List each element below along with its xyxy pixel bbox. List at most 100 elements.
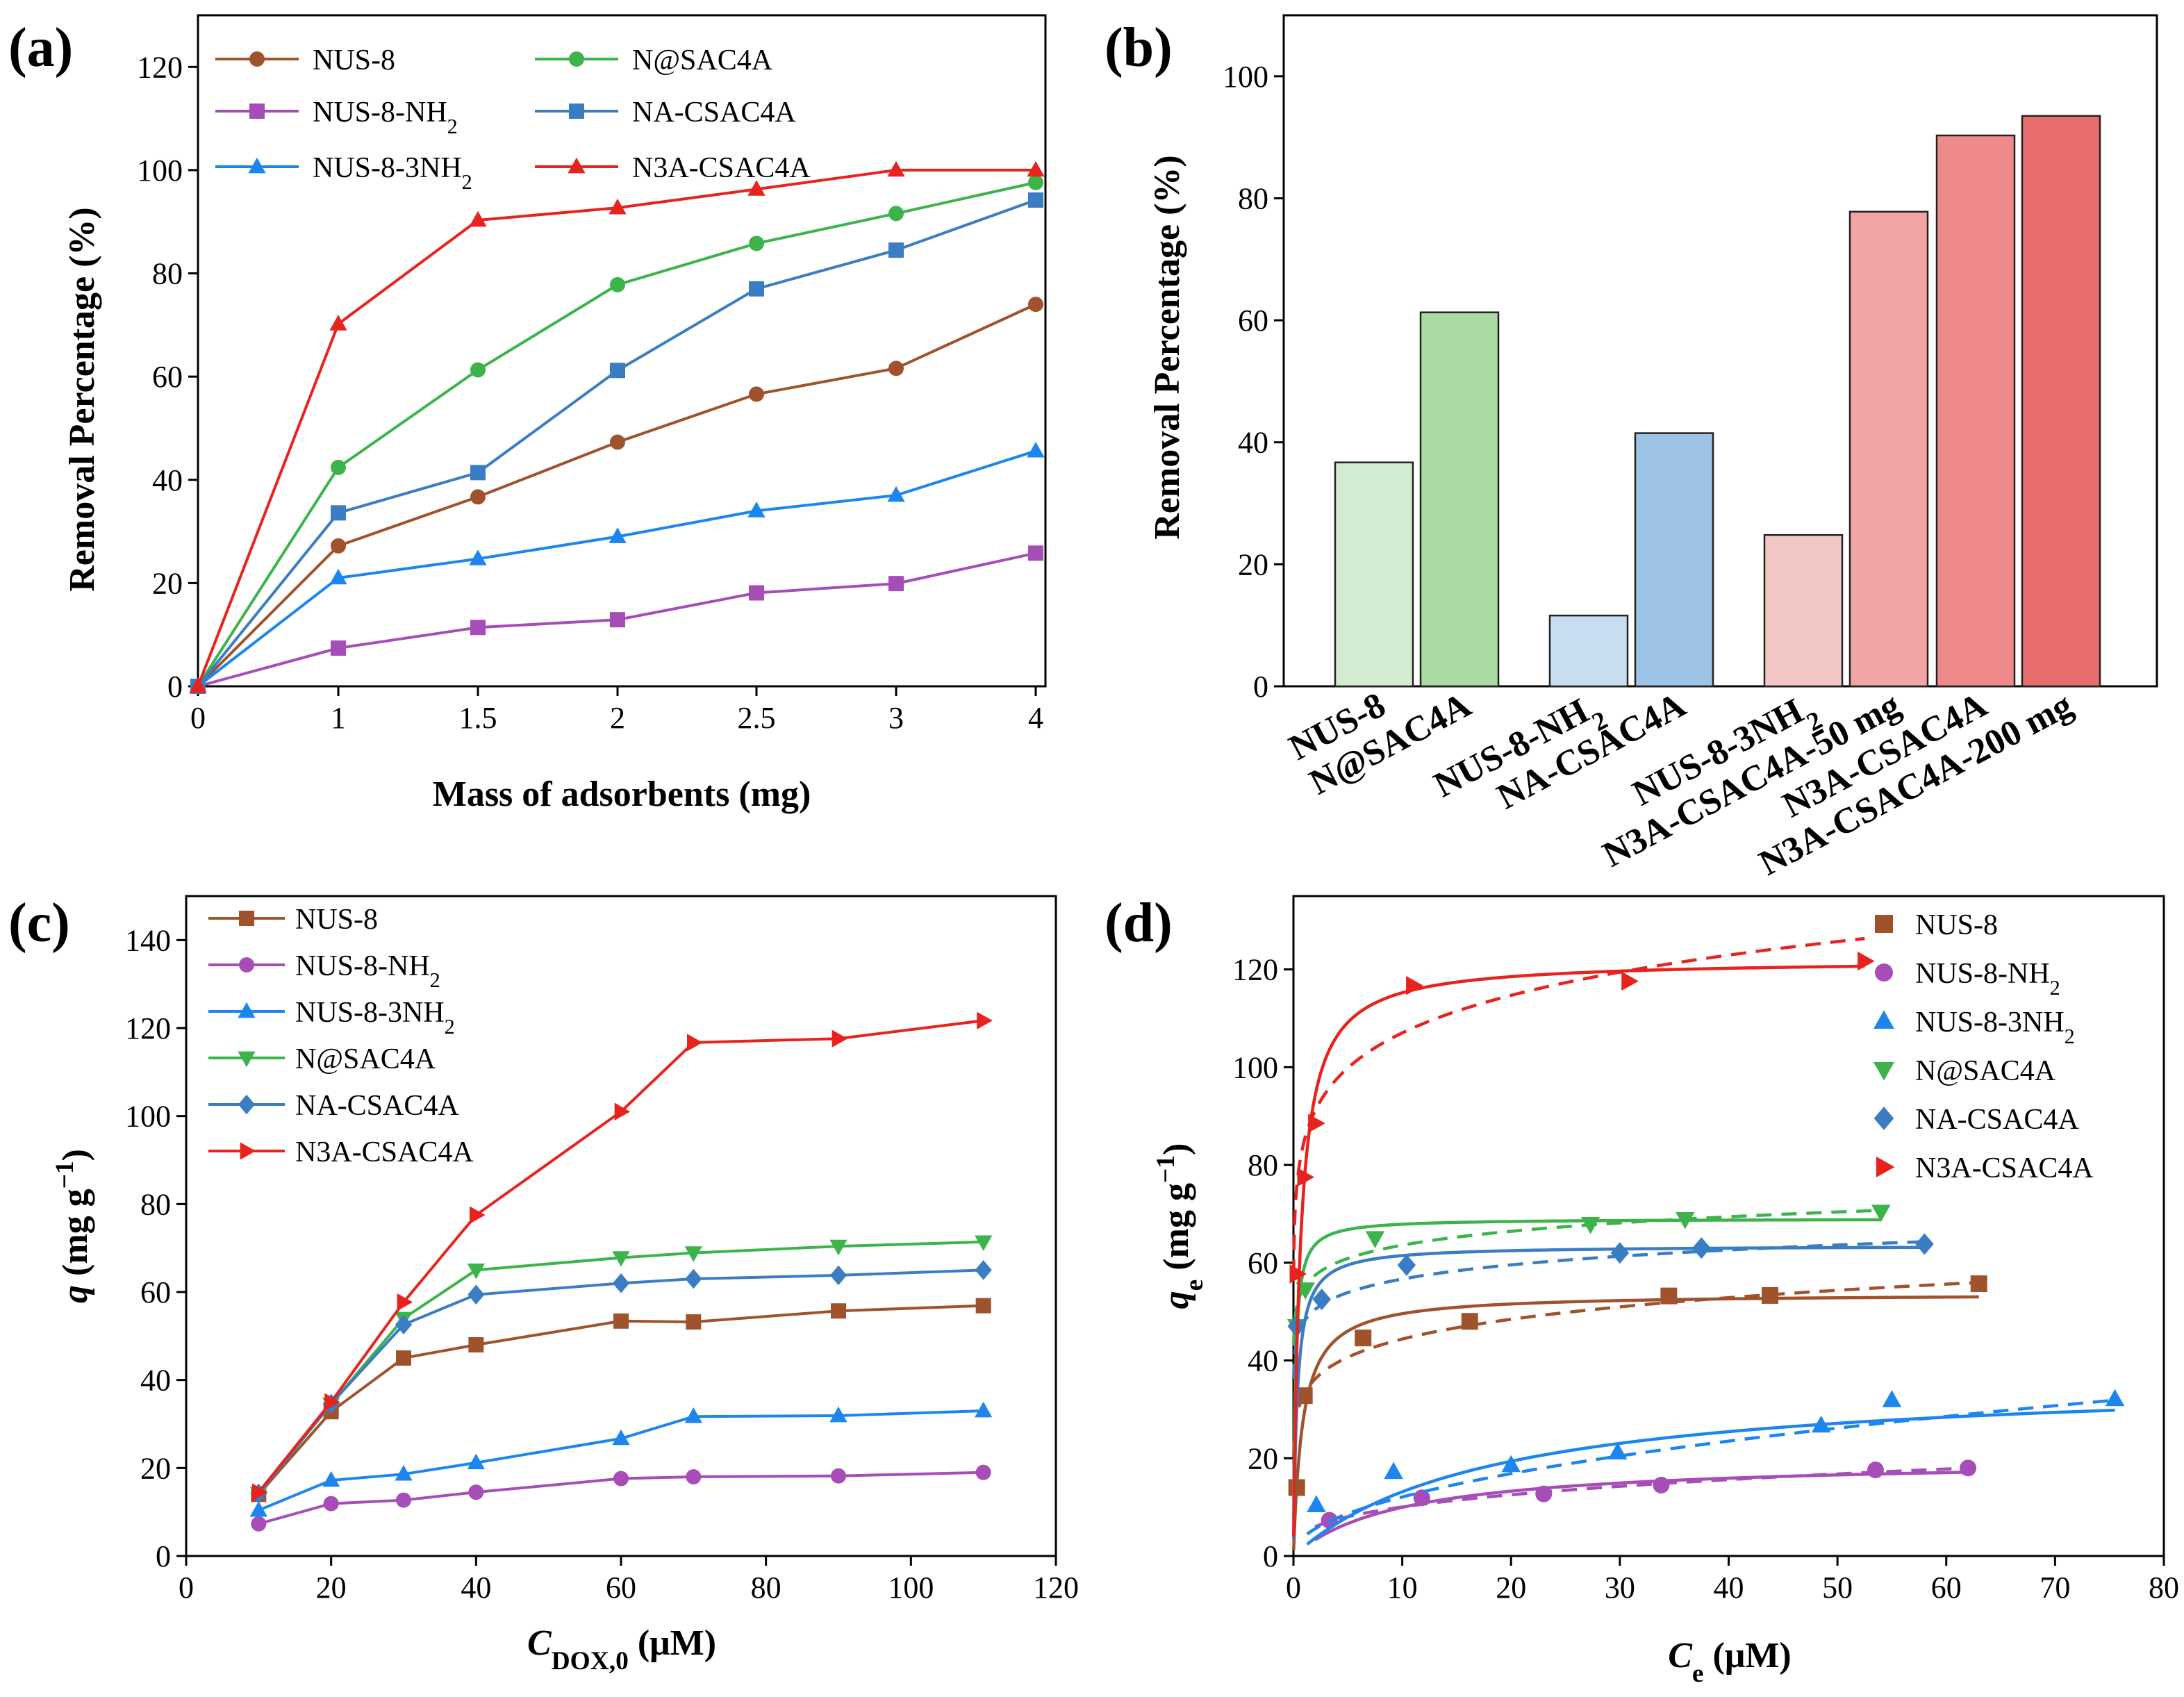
data-point (888, 576, 904, 592)
data-point (331, 538, 346, 554)
bar-na-csac4a (1634, 432, 1714, 688)
data-point (470, 489, 486, 505)
data-point (329, 315, 347, 331)
data-point (1397, 1254, 1416, 1276)
panel-a: 0 20 40 60 80 100 120 0 1 1.5 2 2.5 3 4 Mass of adsorb… (8, 14, 1047, 814)
legend-marker (238, 1002, 256, 1018)
bar-n3a-csac4a-50-mg (1848, 210, 1929, 688)
y-tick-label: 120 (125, 1011, 171, 1045)
data-point (249, 1500, 267, 1517)
data-point (468, 1284, 485, 1305)
data-point (1312, 1288, 1331, 1311)
fit-line-dashed (1292, 1209, 1881, 1346)
x-tick-label: 1 (331, 701, 346, 735)
y-tick-label: 100 (137, 154, 183, 188)
y-axis-label: qe (mg g−1) (1152, 1143, 1209, 1309)
data-point (888, 361, 904, 376)
data-point (331, 505, 346, 521)
data-point (1406, 975, 1423, 995)
data-point (1028, 192, 1043, 208)
series-line (257, 1019, 984, 1493)
legend-marker (568, 157, 586, 174)
legend-marker (1875, 915, 1893, 933)
x-tick-label: 0 (1286, 1571, 1301, 1605)
legend-marker (238, 1094, 256, 1115)
data-point (831, 1303, 846, 1319)
data-point (614, 1102, 631, 1120)
y-tick-label: 100 (1223, 60, 1268, 94)
data-point (1676, 1211, 1695, 1230)
y-tick-label: 60 (140, 1275, 171, 1309)
panel-d: 0 20 40 60 80 100 120 0 10 20 30 40 50 60 70 80 Ce (μM) q… (1105, 893, 2179, 1688)
series-line (258, 1409, 984, 1512)
legend-label: NUS-8-3NH2 (313, 152, 472, 194)
data-point (609, 198, 627, 215)
data-point (684, 1407, 702, 1423)
legend-label: NUS-8-NH2 (313, 97, 458, 138)
bar-n-sac4a (1419, 311, 1500, 688)
y-tick-label: 20 (1238, 547, 1268, 581)
x-tick-label: 60 (1931, 1571, 1962, 1605)
data-point (832, 1029, 848, 1048)
legend-marker (569, 51, 584, 67)
data-point (749, 235, 764, 251)
legend-marker (249, 51, 265, 67)
data-point (322, 1471, 340, 1487)
data-point (189, 677, 207, 693)
legend-c: NUS-8 NUS-8-NH2 NUS-8-3NH2 N@SAC4A NA-CSAC4A… (208, 904, 474, 1168)
data-point (469, 210, 487, 227)
x-tick-label: 20 (1496, 1571, 1526, 1605)
bar-n3a-csac4a-200-mg (2021, 115, 2101, 688)
legend-label: NUS-8-3NH2 (295, 997, 455, 1038)
data-point (1288, 1479, 1305, 1496)
x-axis-label: Ce (μM) (1668, 1636, 1792, 1688)
data-point (1653, 1476, 1670, 1493)
x-tick-label: 1.5 (459, 701, 497, 735)
legend-marker (248, 157, 266, 174)
data-point (888, 242, 904, 258)
data-point (1621, 971, 1639, 991)
legend-marker (1873, 1010, 1894, 1029)
data-point (1660, 1287, 1678, 1305)
data-point (1296, 1282, 1316, 1300)
data-point (888, 206, 904, 222)
x-tick-label: 0 (179, 1571, 194, 1605)
fit-line-solid (1292, 1218, 1881, 1520)
series-nus-8-3nh2 (1306, 1389, 2125, 1546)
y-tick-label: 80 (140, 1187, 171, 1221)
data-point (975, 1298, 991, 1314)
y-tick-label: 40 (152, 463, 183, 497)
x-tick-label: 120 (1033, 1571, 1079, 1605)
data-point (831, 1468, 846, 1484)
legend-marker (239, 957, 254, 972)
x-tick-label: 40 (461, 1571, 491, 1605)
x-tick-label: 80 (2149, 1571, 2179, 1605)
data-point (1610, 1242, 1630, 1264)
data-point (612, 1251, 630, 1267)
data-point (887, 160, 905, 177)
y-tick-label: 20 (1248, 1441, 1278, 1475)
y-axis-label: Removal Percentage (%) (1148, 155, 1187, 540)
data-point (1535, 1485, 1553, 1503)
data-point (1308, 1114, 1325, 1134)
y-tick-label: 80 (1238, 181, 1268, 215)
data-point (975, 1235, 993, 1251)
legend-label: NUS-8-NH2 (1915, 958, 2060, 1000)
data-point (610, 363, 625, 379)
data-point (1915, 1233, 1934, 1255)
legend-marker (238, 1051, 256, 1068)
data-point (1027, 160, 1045, 177)
series-nus-8-nh2 (190, 545, 1043, 694)
series-nus-8-nh2 (1314, 1459, 1977, 1541)
data-point (1413, 1489, 1430, 1507)
data-point (829, 1239, 847, 1256)
data-point (1811, 1415, 1831, 1433)
x-axis-label: CDOX,0 (μM) (527, 1623, 716, 1675)
legend-label: N3A-CSAC4A (1915, 1152, 2094, 1184)
panel-label-c: (c) (8, 893, 70, 954)
data-point (610, 276, 625, 292)
y-tick-label: 80 (152, 257, 183, 291)
y-tick-label: 20 (140, 1451, 171, 1485)
